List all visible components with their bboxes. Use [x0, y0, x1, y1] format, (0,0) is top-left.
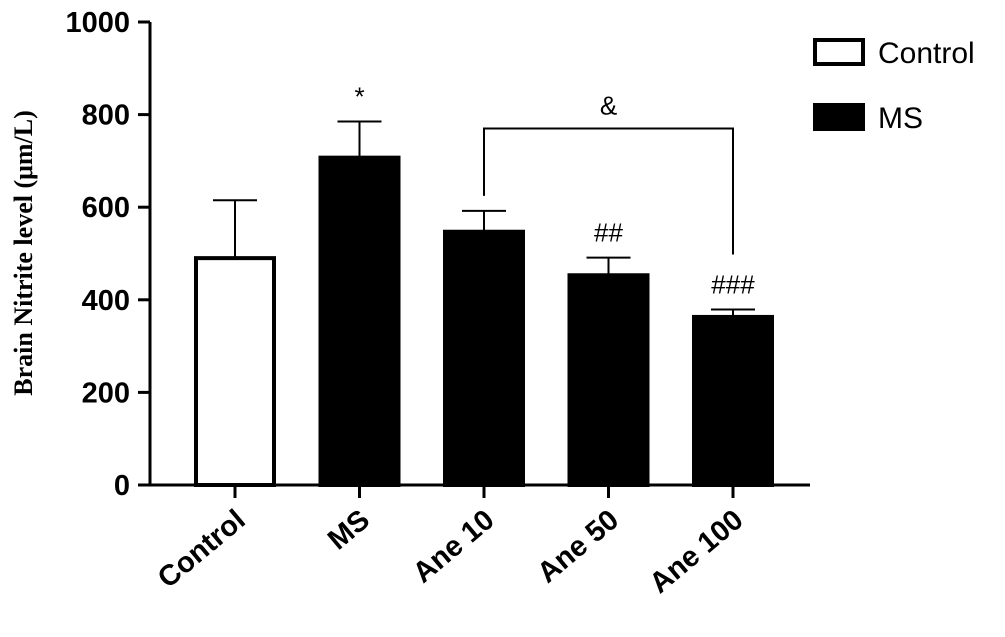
y-axis-label: Brain Nitrite level (μm/L): [9, 110, 38, 396]
bar: [567, 273, 650, 487]
legend: Control MS: [813, 37, 975, 135]
y-tick-label: 200: [82, 377, 130, 409]
legend-swatch: [813, 103, 865, 131]
error-bars: [213, 120, 755, 317]
significance-mark: *: [354, 82, 364, 112]
legend-label: Control: [878, 37, 975, 70]
category-label: Ane 10: [407, 504, 500, 590]
y-tick-label: 400: [82, 285, 130, 317]
significance-annotations: *#####&: [354, 82, 755, 300]
comparison-bracket: [483, 127, 734, 255]
category-label: Ane 50: [532, 504, 625, 590]
bar: [692, 314, 774, 487]
category-label: MS: [322, 504, 376, 556]
bars: [194, 155, 774, 487]
bracket-label: &: [600, 90, 617, 120]
y-tick-label: 0: [114, 470, 130, 502]
y-tick-label: 600: [82, 192, 130, 224]
significance-mark: ##: [594, 218, 623, 248]
category-label: Ane 100: [644, 504, 750, 600]
y-tick-label: 1000: [65, 7, 130, 39]
significance-mark: ###: [711, 270, 755, 300]
bar: [318, 155, 401, 487]
bar: [443, 229, 525, 487]
y-tick-label: 800: [82, 100, 130, 132]
category-label: Control: [152, 504, 252, 595]
axes: 0 200 400 600 800 1000 Control MS Ane 10 Ane 50 An…: [65, 7, 810, 600]
bar: [194, 256, 276, 487]
legend-swatch: [813, 38, 865, 66]
legend-label: MS: [878, 102, 923, 135]
